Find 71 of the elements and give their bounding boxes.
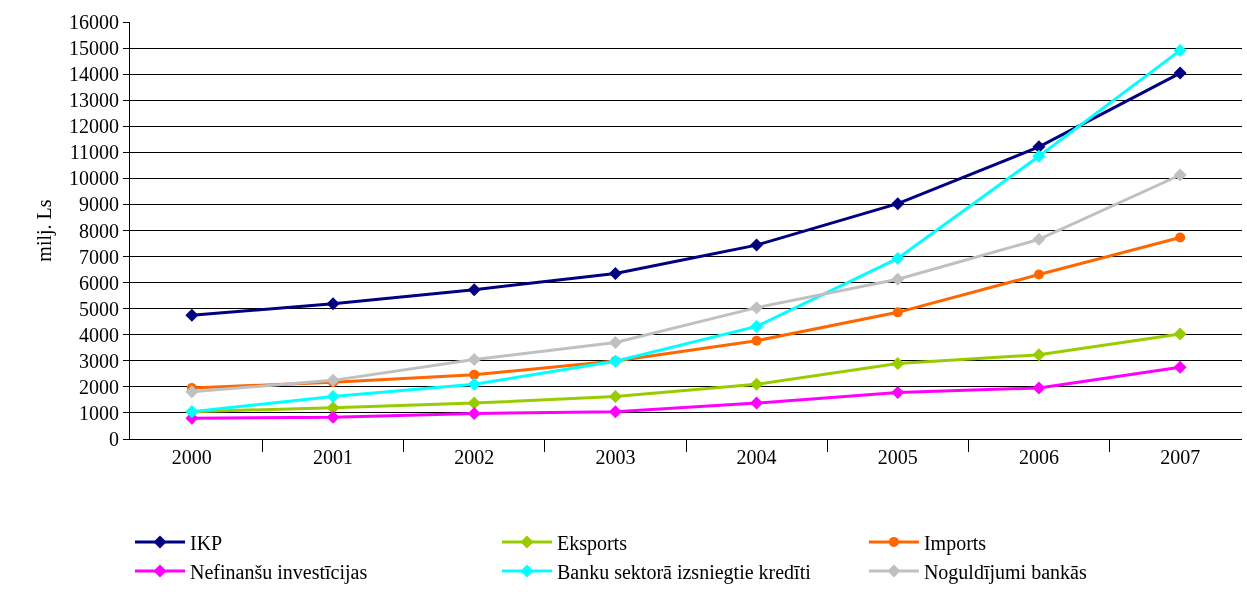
y-tick-label: 4000 (79, 323, 119, 346)
point (608, 267, 622, 280)
point (891, 197, 905, 211)
legend-label: IKP (190, 531, 223, 554)
y-tick-label: 5000 (79, 297, 119, 320)
y-tick-label: 3000 (79, 349, 119, 372)
point (326, 373, 340, 387)
y-tick-label: 15000 (69, 37, 119, 60)
point (1173, 360, 1187, 374)
y-tick-label: 0 (109, 428, 119, 450)
point (469, 369, 480, 380)
point (1032, 381, 1046, 395)
y-tick-label: 8000 (79, 219, 119, 242)
x-tick-label: 2005 (877, 446, 918, 468)
point (185, 308, 199, 322)
y-tick-label: 2000 (79, 375, 119, 398)
y-tick-label: 12000 (69, 115, 119, 138)
y-axis-title: milj. Ls (32, 199, 56, 262)
point (1033, 269, 1044, 280)
point (1173, 66, 1187, 80)
point (326, 297, 340, 311)
point (326, 390, 340, 404)
point (1175, 232, 1186, 243)
point (326, 410, 340, 424)
point (608, 336, 622, 350)
point (1173, 327, 1187, 341)
point (891, 386, 905, 400)
point (750, 396, 764, 410)
y-tick-label: 1000 (79, 401, 119, 424)
point (467, 377, 481, 391)
point (467, 406, 481, 420)
point (1173, 43, 1187, 57)
y-tick-label: 9000 (79, 193, 119, 216)
point (1173, 168, 1187, 182)
point (1032, 348, 1046, 362)
y-tick-label: 11000 (69, 141, 119, 164)
legend-label: Nefinanšu investīcijas (190, 560, 368, 584)
point (1032, 149, 1046, 163)
point (467, 283, 481, 297)
point (750, 238, 764, 252)
y-tick-label: 7000 (79, 245, 119, 268)
x-tick-label: 2007 (1160, 446, 1201, 468)
legend-label: Noguldījumi bankās (923, 560, 1087, 584)
point (751, 335, 762, 346)
point (1032, 232, 1046, 246)
x-tick-label: 2002 (454, 446, 495, 468)
point (608, 405, 622, 419)
y-tick-label: 16000 (69, 11, 119, 33)
point (185, 385, 199, 399)
y-tick-label: 6000 (79, 271, 119, 294)
point (467, 396, 481, 410)
point (467, 353, 481, 367)
x-tick-label: 2000 (171, 446, 212, 468)
point (750, 377, 764, 391)
point (892, 307, 903, 318)
point (750, 301, 764, 315)
point (891, 356, 905, 370)
y-tick-label: 10000 (69, 167, 119, 190)
point (608, 390, 622, 404)
x-tick-label: 2004 (736, 446, 777, 468)
x-tick-label: 2003 (595, 446, 636, 468)
legend-label: Banku sektorā izsniegtie kredīti (556, 560, 812, 584)
point (891, 272, 905, 286)
y-tick-label: 13000 (69, 89, 119, 112)
legend-label: Eksports (556, 531, 628, 555)
legend-label: Imports (923, 531, 987, 555)
point (750, 319, 764, 333)
y-tick-label: 14000 (69, 63, 119, 86)
x-tick-label: 2006 (1018, 446, 1059, 468)
x-tick-label: 2001 (313, 446, 354, 468)
point (891, 251, 905, 265)
